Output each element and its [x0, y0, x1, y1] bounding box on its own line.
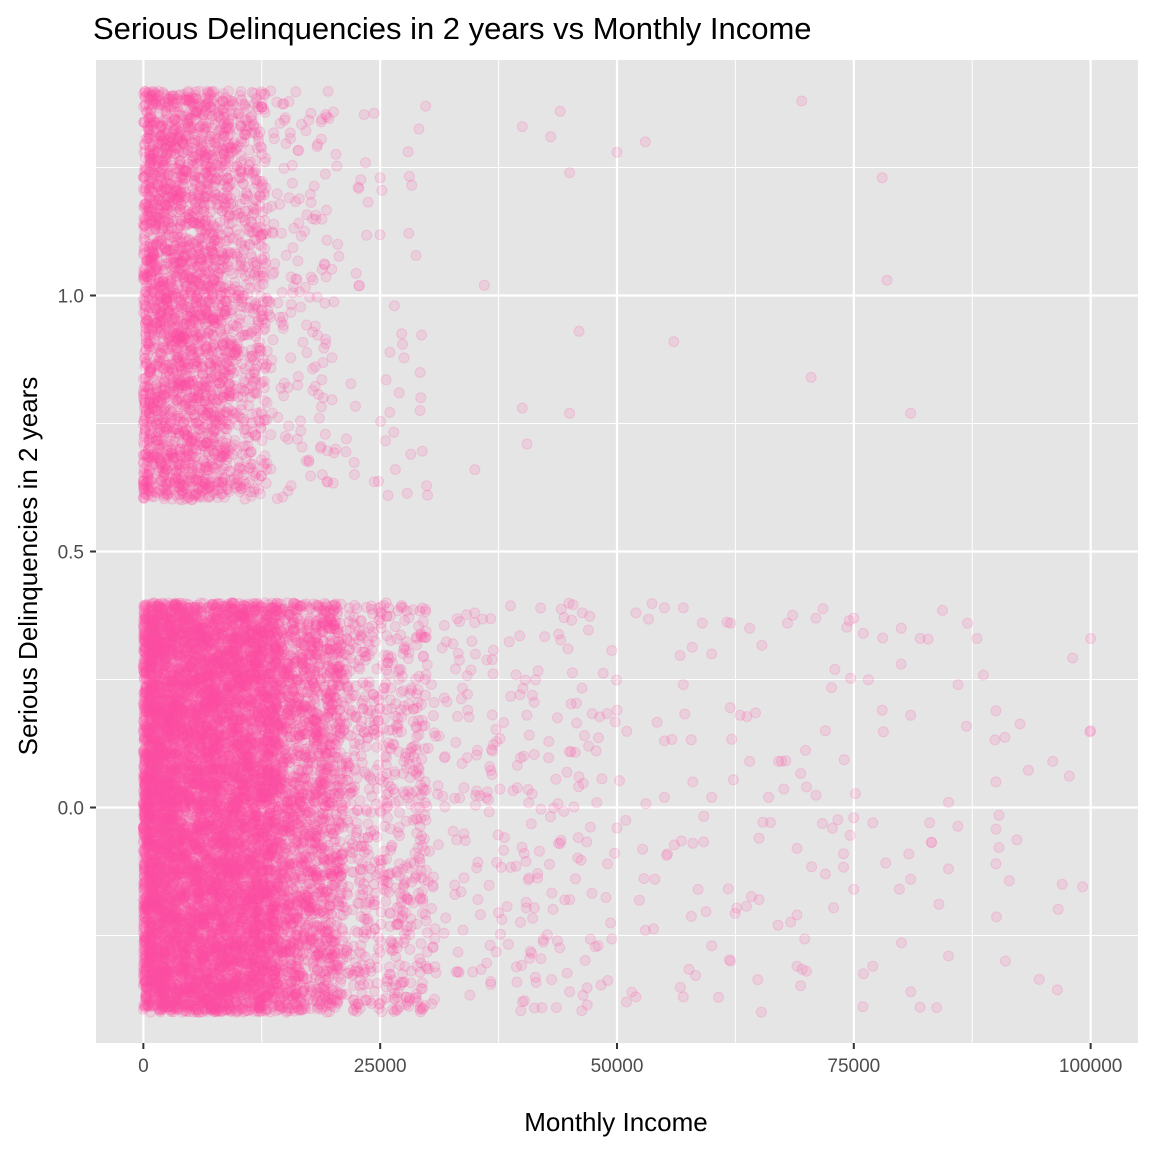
point-category-0: [211, 685, 222, 697]
point-category-0: [139, 1000, 151, 1011]
point-category-0: [187, 802, 199, 813]
point-category-0: [208, 694, 220, 706]
point-category-0: [141, 702, 153, 714]
point-category-0: [225, 818, 237, 830]
chart-title: Serious Delinquencies in 2 years vs Mont…: [93, 11, 812, 46]
point-category-0: [207, 612, 219, 624]
point-category-0: [139, 687, 150, 699]
point-category-0: [223, 863, 235, 875]
point-category-0: [263, 782, 275, 794]
point-category-0: [232, 948, 243, 960]
point-category-0: [175, 714, 187, 726]
point-category-0: [214, 940, 226, 952]
point-category-0: [184, 616, 196, 628]
point-category-0: [146, 657, 158, 669]
point-category-0: [221, 737, 233, 749]
point-category-0: [203, 746, 215, 758]
point-category-0: [189, 922, 201, 934]
major-gridlines: [96, 60, 1138, 1043]
point-category-0: [183, 613, 195, 625]
point-category-0: [222, 943, 234, 955]
point-category-0: [256, 960, 268, 972]
point-category-0: [269, 734, 281, 746]
point-category-0: [191, 731, 203, 743]
data-points: [137, 85, 1097, 1018]
point-category-0: [197, 782, 209, 794]
point-category-0: [169, 833, 181, 845]
point-category-0: [259, 692, 271, 704]
point-category-0: [171, 875, 183, 887]
point-category-0: [240, 934, 251, 946]
point-category-0: [265, 976, 277, 988]
point-category-0: [172, 1003, 184, 1015]
point-category-0: [178, 681, 190, 693]
point-category-0: [183, 627, 194, 639]
point-category-0: [192, 887, 204, 899]
point-category-0: [200, 649, 212, 661]
point-category-0: [191, 709, 203, 721]
